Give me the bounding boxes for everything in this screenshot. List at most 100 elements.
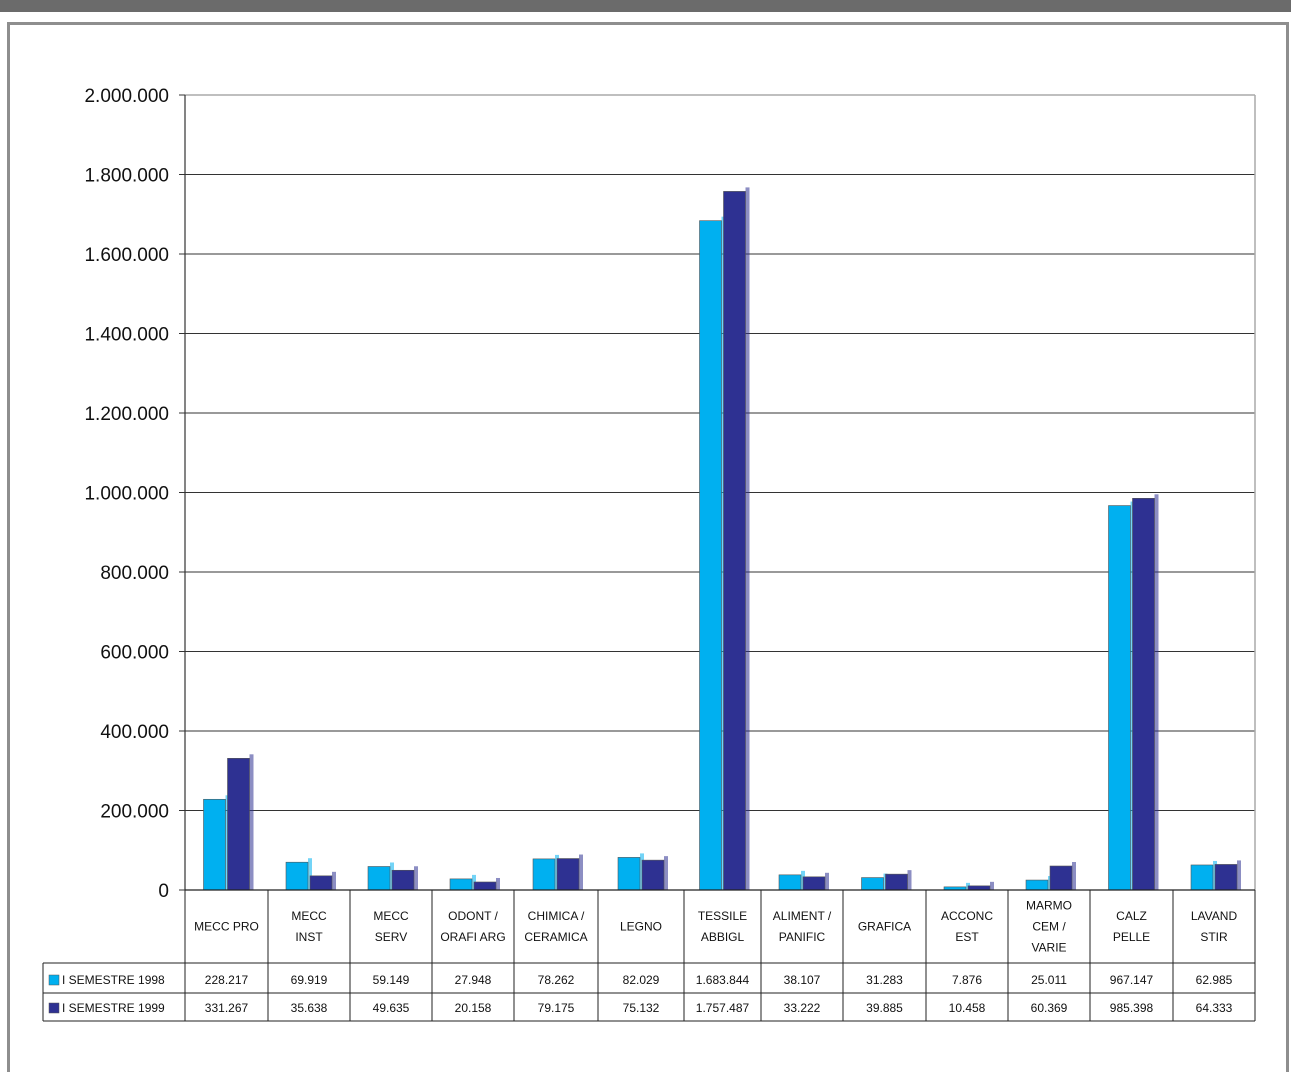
bar [885, 873, 908, 891]
bar [532, 858, 556, 891]
category-label: CHIMICA / [528, 909, 585, 923]
category-label: CALZ [1116, 909, 1147, 923]
data-label: 64.333 [1196, 1001, 1233, 1015]
category-label: SERV [375, 930, 407, 944]
bar-side [496, 877, 500, 890]
data-label: 10.458 [949, 1001, 986, 1015]
bar-chart: 0 200.000 400.000 600.000 800.000 1.000.000 1.… [42, 86, 1256, 1022]
bar-side [249, 754, 254, 890]
category-label: TESSILE [698, 909, 747, 923]
data-label: 27.948 [455, 973, 492, 987]
bar [1025, 879, 1049, 891]
bar [699, 220, 722, 891]
bar [967, 885, 991, 891]
bar [391, 869, 415, 891]
bar-side [664, 856, 668, 890]
category-label: LEGNO [620, 920, 662, 934]
bar [367, 866, 391, 891]
data-label: 1.683.844 [696, 973, 750, 987]
bar [641, 859, 665, 891]
bar-side [414, 866, 418, 890]
category-label: ODONT / [448, 909, 498, 923]
data-label: 59.149 [373, 973, 410, 987]
bar-side [1237, 860, 1241, 890]
category-label: ACCONC [941, 909, 993, 923]
category-label: MECC [291, 909, 327, 923]
y-tick-label: 1.200.000 [84, 404, 169, 425]
bar-side [990, 881, 994, 890]
y-tick-label: 2.000.000 [84, 86, 169, 107]
bar [1214, 864, 1238, 891]
data-label: 331.267 [205, 1001, 249, 1015]
data-label: 7.876 [952, 973, 982, 987]
bar [203, 798, 226, 891]
y-tick-label: 600.000 [100, 643, 169, 664]
legend-label: I SEMESTRE 1998 [62, 973, 165, 987]
category-label: MECC PRO [194, 920, 259, 934]
category-label: CEM / [1032, 920, 1066, 934]
data-label: 49.635 [373, 1001, 410, 1015]
legend-swatch [48, 974, 60, 986]
category-label: STIR [1200, 930, 1228, 944]
category-label: LAVAND [1191, 909, 1238, 923]
bar [861, 877, 884, 891]
bar-side [745, 187, 750, 890]
bar [227, 758, 250, 891]
category-label: EST [955, 930, 979, 944]
bar-side [825, 872, 829, 890]
data-label: 79.175 [538, 1001, 575, 1015]
legend-label: I SEMESTRE 1999 [62, 1001, 165, 1015]
data-label: 33.222 [784, 1001, 821, 1015]
bar [285, 861, 309, 891]
category-label: MARMO [1026, 899, 1072, 913]
y-tick-label: 1.800.000 [84, 166, 169, 187]
data-label: 985.398 [1110, 1001, 1154, 1015]
category-label: ABBIGL [701, 930, 745, 944]
bar [309, 875, 333, 891]
y-tick-label: 0 [158, 881, 169, 902]
data-label: 25.011 [1031, 973, 1067, 987]
data-label: 78.262 [538, 973, 575, 987]
data-label: 75.132 [623, 1001, 660, 1015]
category-label: VARIE [1031, 941, 1066, 955]
bar [1049, 865, 1073, 891]
category-label: PANIFIC [779, 930, 826, 944]
bar-side [1072, 862, 1076, 890]
bar-side [1154, 494, 1159, 890]
data-label: 35.638 [291, 1001, 328, 1015]
data-label: 69.919 [291, 973, 328, 987]
category-label: CERAMICA [524, 930, 587, 944]
bar [473, 881, 497, 891]
y-tick-label: 1.600.000 [84, 245, 169, 266]
category-label: GRAFICA [858, 920, 911, 934]
top-bar [0, 0, 1291, 12]
bar [723, 191, 746, 891]
bar [617, 857, 641, 891]
data-label: 62.985 [1196, 973, 1233, 987]
bar [556, 858, 580, 891]
bar [449, 878, 473, 891]
category-label: PELLE [1113, 930, 1150, 944]
y-tick-label: 400.000 [100, 722, 169, 743]
data-label: 228.217 [205, 973, 249, 987]
category-label: ALIMENT / [773, 909, 832, 923]
category-label: ORAFI ARG [440, 930, 505, 944]
category-label: MECC [373, 909, 409, 923]
y-tick-label: 1.000.000 [84, 484, 169, 505]
data-label: 60.369 [1031, 1001, 1068, 1015]
data-label: 39.885 [866, 1001, 903, 1015]
bar [1132, 498, 1155, 891]
data-label: 967.147 [1110, 973, 1154, 987]
bar [1190, 864, 1214, 891]
data-label: 82.029 [623, 973, 660, 987]
y-tick-label: 200.000 [100, 802, 169, 823]
data-label: 20.158 [455, 1001, 492, 1015]
y-tick-label: 1.400.000 [84, 325, 169, 346]
data-label: 38.107 [784, 973, 821, 987]
chart-frame: 0 200.000 400.000 600.000 800.000 1.000.000 1.… [7, 22, 1289, 1072]
legend-swatch [48, 1002, 60, 1014]
bar [802, 876, 826, 891]
bar [1108, 505, 1131, 891]
y-tick-label: 800.000 [100, 563, 169, 584]
bar-side [308, 858, 312, 890]
